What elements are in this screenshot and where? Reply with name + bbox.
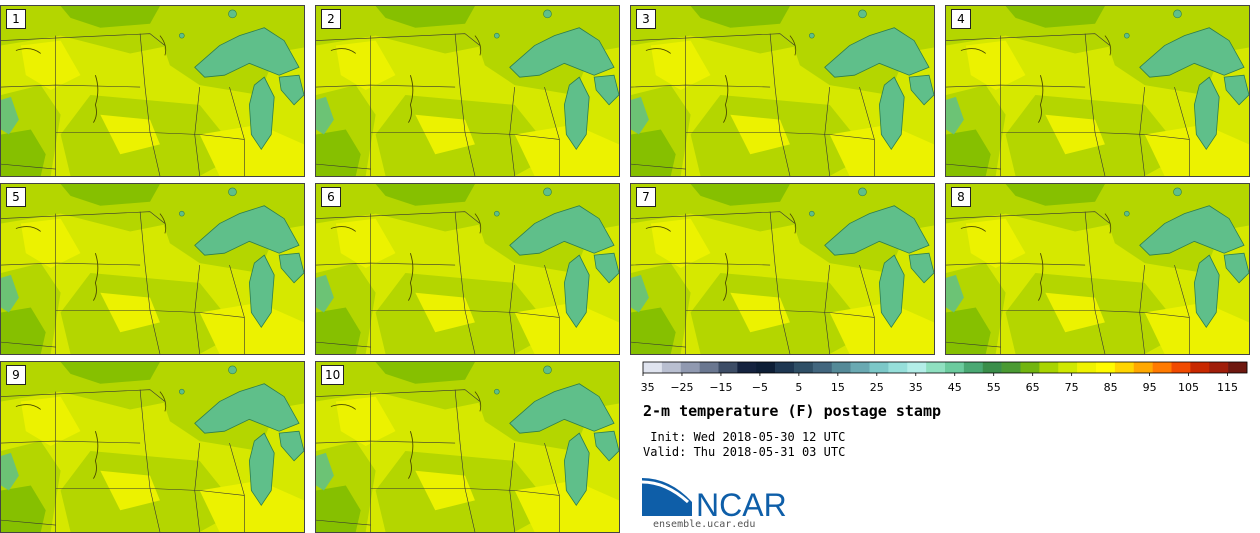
colorbar-segment	[963, 362, 984, 373]
chart-title: 2-m temperature (F) postage stamp	[643, 402, 942, 420]
temperature-map	[631, 184, 934, 354]
panel-8: 8	[945, 183, 1250, 355]
colorbar-tick-label: 35	[909, 381, 923, 394]
colorbar-segment	[982, 362, 1002, 373]
colorbar-segment	[1171, 362, 1191, 373]
ncar-logo: NCAR	[642, 478, 787, 520]
panel-label: 10	[321, 365, 345, 385]
colorbar-tick-label: 115	[1217, 381, 1238, 394]
colorbar-segment	[1058, 362, 1078, 373]
colorbar-segment	[1039, 362, 1059, 373]
colorbar-segment	[888, 362, 908, 373]
colorbar-segment	[850, 362, 870, 373]
ncar-logo-swoosh-icon	[642, 478, 692, 516]
colorbar-segment	[869, 362, 889, 373]
panel-label: 8	[951, 187, 971, 207]
temperature-map	[316, 6, 619, 176]
temperature-map	[316, 362, 619, 532]
colorbar-tick-label: −35	[641, 381, 655, 394]
temperature-map	[946, 6, 1249, 176]
colorbar-tick-label: 105	[1178, 381, 1199, 394]
colorbar-tick-label: −25	[670, 381, 693, 394]
colorbar-tick-label: 75	[1065, 381, 1079, 394]
temperature-map	[316, 184, 619, 354]
panel-9: 9	[0, 361, 305, 533]
colorbar-segment	[794, 362, 814, 373]
colorbar-tick-label: 55	[987, 381, 1001, 394]
colorbar-segment	[1114, 362, 1135, 373]
panel-2: 2	[315, 5, 620, 177]
temperature-map	[1, 6, 304, 176]
temperature-map	[1, 362, 304, 532]
colorbar-segment	[907, 362, 927, 373]
colorbar-tick-label: 95	[1143, 381, 1157, 394]
colorbar-segment	[661, 362, 682, 373]
colorbar-tick-label: −15	[709, 381, 732, 394]
colorbar-segment	[945, 362, 965, 373]
colorbar-tick-label: 15	[831, 381, 845, 394]
panel-label: 5	[6, 187, 26, 207]
panel-5: 5	[0, 183, 305, 355]
logo-url: ensemble.ucar.edu	[653, 519, 756, 530]
panel-1: 1	[0, 5, 305, 177]
colorbar-segment	[1133, 362, 1153, 373]
colorbar-tick-label: 45	[948, 381, 962, 394]
valid-time: Valid: Thu 2018-05-31 03 UTC	[643, 445, 846, 459]
panel-label: 1	[6, 9, 26, 29]
colorbar-tick-label: 25	[870, 381, 884, 394]
colorbar-segment	[737, 362, 757, 373]
panel-6: 6	[315, 183, 620, 355]
colorbar-segment	[1001, 362, 1021, 373]
ncar-logo-text: NCAR	[696, 487, 787, 520]
colorbar-segment	[1096, 362, 1116, 373]
colorbar-segment	[1020, 362, 1040, 373]
colorbar-segment	[1209, 362, 1229, 373]
colorbar-segment	[680, 362, 700, 373]
colorbar-segment	[775, 362, 795, 373]
colorbar: −35 −25 −15 −5 5 15 25 35 45 55 65 75 85 95 105 115	[641, 361, 1248, 394]
colorbar-segment	[812, 362, 833, 373]
colorbar-segment	[1077, 362, 1097, 373]
temperature-map	[946, 184, 1249, 354]
temperature-map	[1, 184, 304, 354]
colorbar-segment	[1190, 362, 1210, 373]
temperature-map	[631, 6, 934, 176]
colorbar-segment	[1152, 362, 1172, 373]
colorbar-tick-label: 65	[1026, 381, 1040, 394]
panel-label: 4	[951, 9, 971, 29]
colorbar-segment	[643, 362, 663, 373]
panel-7: 7	[630, 183, 935, 355]
panel-label: 9	[6, 365, 26, 385]
panel-label: 2	[321, 9, 341, 29]
colorbar-segment	[699, 362, 719, 373]
colorbar-segment	[756, 362, 776, 373]
colorbar-segment	[831, 362, 851, 373]
panel-4: 4	[945, 5, 1250, 177]
panel-label: 6	[321, 187, 341, 207]
colorbar-frame	[642, 361, 1248, 374]
colorbar-segment	[926, 362, 946, 373]
panel-3: 3	[630, 5, 935, 177]
panel-label: 3	[636, 9, 656, 29]
colorbar-tick-label: −5	[752, 381, 768, 394]
colorbar-tick-label: 85	[1104, 381, 1118, 394]
init-time: Init: Wed 2018-05-30 12 UTC	[643, 430, 846, 444]
colorbar-segment	[1228, 362, 1248, 373]
colorbar-tick-label: 5	[795, 381, 802, 394]
panel-10: 10	[315, 361, 620, 533]
panel-label: 7	[636, 187, 656, 207]
colorbar-segment	[718, 362, 738, 373]
